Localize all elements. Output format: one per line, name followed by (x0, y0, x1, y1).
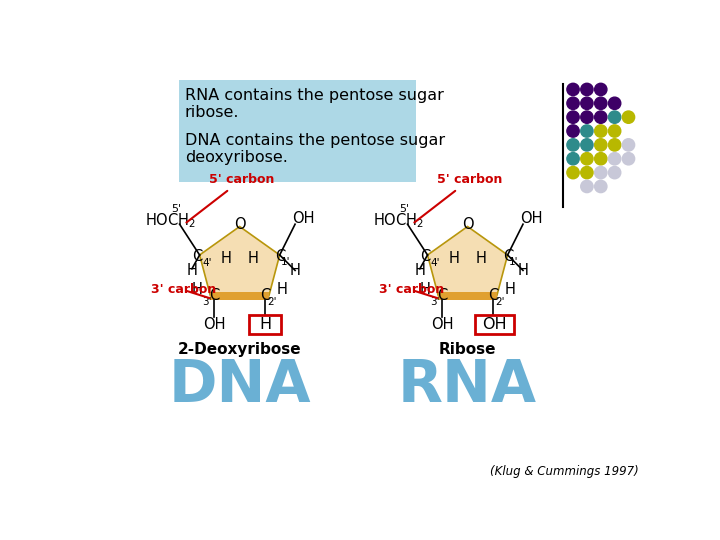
Text: HOCH$_2$: HOCH$_2$ (145, 211, 196, 230)
Text: 3': 3' (431, 297, 440, 307)
Circle shape (622, 139, 634, 151)
Polygon shape (438, 292, 497, 300)
Polygon shape (428, 226, 508, 296)
Circle shape (567, 125, 579, 137)
Circle shape (581, 111, 593, 123)
Text: DNA: DNA (168, 357, 311, 414)
Circle shape (608, 139, 621, 151)
Circle shape (581, 125, 593, 137)
Text: 4': 4' (431, 258, 440, 268)
Text: C: C (420, 249, 431, 264)
Text: OH: OH (482, 317, 507, 332)
Text: 5': 5' (400, 204, 410, 214)
Text: H: H (289, 263, 300, 278)
Text: C: C (209, 287, 220, 302)
Text: 3' carbon: 3' carbon (379, 284, 444, 298)
Circle shape (622, 111, 634, 123)
Text: H: H (186, 263, 197, 278)
Circle shape (567, 83, 579, 96)
Text: C: C (275, 249, 285, 264)
Text: 5' carbon: 5' carbon (414, 173, 502, 222)
Circle shape (595, 97, 607, 110)
Circle shape (581, 139, 593, 151)
Circle shape (567, 111, 579, 123)
Circle shape (567, 153, 579, 165)
Circle shape (595, 83, 607, 96)
Text: (Klug & Cummings 1997): (Klug & Cummings 1997) (490, 465, 639, 478)
Circle shape (581, 97, 593, 110)
Circle shape (581, 166, 593, 179)
Text: H: H (476, 251, 487, 266)
Circle shape (595, 125, 607, 137)
Text: OH: OH (521, 211, 543, 226)
Circle shape (595, 153, 607, 165)
Circle shape (608, 153, 621, 165)
Polygon shape (210, 292, 269, 300)
Text: H: H (449, 251, 459, 266)
Text: 3' carbon: 3' carbon (151, 284, 216, 298)
Bar (249, 315, 282, 334)
Circle shape (595, 139, 607, 151)
Text: 2-Deoxyribose: 2-Deoxyribose (178, 342, 302, 357)
Circle shape (581, 153, 593, 165)
Circle shape (595, 111, 607, 123)
Text: H: H (192, 282, 203, 297)
Circle shape (595, 180, 607, 193)
Circle shape (608, 111, 621, 123)
Bar (179, 80, 416, 182)
Circle shape (608, 166, 621, 179)
Text: OH: OH (431, 317, 454, 332)
Text: HOCH$_2$: HOCH$_2$ (373, 211, 424, 230)
Text: C: C (192, 249, 203, 264)
Circle shape (567, 166, 579, 179)
Text: 1': 1' (509, 257, 518, 267)
Text: OH: OH (292, 211, 315, 226)
Text: H: H (420, 282, 431, 297)
Circle shape (581, 180, 593, 193)
Text: 1': 1' (282, 257, 291, 267)
Text: OH: OH (203, 317, 225, 332)
Text: 2': 2' (495, 297, 505, 307)
Text: O: O (462, 218, 473, 232)
Text: H: H (518, 263, 528, 278)
Text: Ribose: Ribose (438, 342, 496, 357)
Circle shape (595, 166, 607, 179)
Circle shape (567, 139, 579, 151)
Circle shape (567, 97, 579, 110)
Text: H: H (276, 282, 287, 297)
Text: H: H (259, 317, 271, 332)
Text: 2': 2' (267, 297, 276, 307)
Text: 5': 5' (171, 204, 181, 214)
Text: C: C (260, 287, 270, 302)
Text: DNA contains the pentose sugar
deoxyribose.: DNA contains the pentose sugar deoxyribo… (185, 132, 445, 165)
Text: H: H (220, 251, 231, 266)
Text: 3': 3' (202, 297, 212, 307)
Text: O: O (234, 218, 246, 232)
Circle shape (608, 97, 621, 110)
Bar (475, 315, 514, 334)
Text: C: C (503, 249, 513, 264)
Circle shape (622, 153, 634, 165)
Text: 4': 4' (203, 258, 212, 268)
Circle shape (608, 125, 621, 137)
Text: H: H (505, 282, 516, 297)
Polygon shape (199, 226, 279, 296)
Text: RNA contains the pentose sugar
ribose.: RNA contains the pentose sugar ribose. (185, 88, 444, 120)
Text: 5' carbon: 5' carbon (186, 173, 274, 222)
Text: C: C (437, 287, 447, 302)
Text: RNA: RNA (398, 357, 537, 414)
Text: C: C (488, 287, 498, 302)
Text: H: H (248, 251, 259, 266)
Text: H: H (415, 263, 426, 278)
Circle shape (581, 83, 593, 96)
